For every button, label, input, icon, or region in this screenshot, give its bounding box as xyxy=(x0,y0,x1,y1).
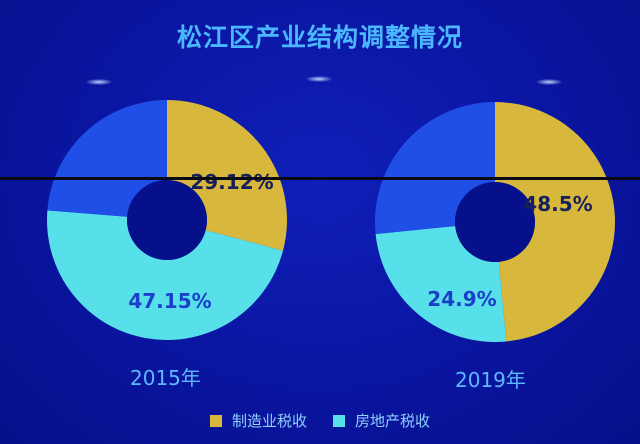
data-label: 29.12% xyxy=(190,170,273,194)
data-label: 47.15% xyxy=(128,289,211,313)
year-label-2015: 2015年 xyxy=(130,366,201,390)
data-label: 48.5% xyxy=(523,192,592,216)
legend-swatch xyxy=(333,414,345,427)
divider-line xyxy=(0,177,640,180)
donut-2015: 29.12% 47.15% xyxy=(46,100,287,341)
stage-light xyxy=(306,76,332,82)
legend: 制造业税收 房地产税收 xyxy=(0,410,640,431)
legend-label: 制造业税收 xyxy=(231,412,307,430)
legend-item-manufacturing: 制造业税收 xyxy=(209,410,307,431)
stage-light xyxy=(536,79,562,85)
donut-hole xyxy=(127,180,207,260)
legend-label: 房地产税收 xyxy=(355,412,431,430)
legend-item-real-estate: 房地产税收 xyxy=(333,410,430,431)
chart-title: 松江区产业结构调整情况 xyxy=(176,23,463,52)
donut-hole xyxy=(455,182,535,262)
slice-other xyxy=(47,100,167,217)
slice-real-estate xyxy=(375,226,507,342)
data-label: 24.9% xyxy=(427,287,496,311)
slice-manufacturing xyxy=(495,102,616,342)
slice-manufacturing xyxy=(167,100,287,251)
stage-light xyxy=(86,79,112,85)
slice-other xyxy=(374,102,495,235)
year-label-2019: 2019年 xyxy=(455,368,526,392)
slice-real-estate xyxy=(46,210,284,341)
donut-2019: 48.5% 24.9% xyxy=(374,102,616,342)
legend-swatch xyxy=(209,414,222,427)
